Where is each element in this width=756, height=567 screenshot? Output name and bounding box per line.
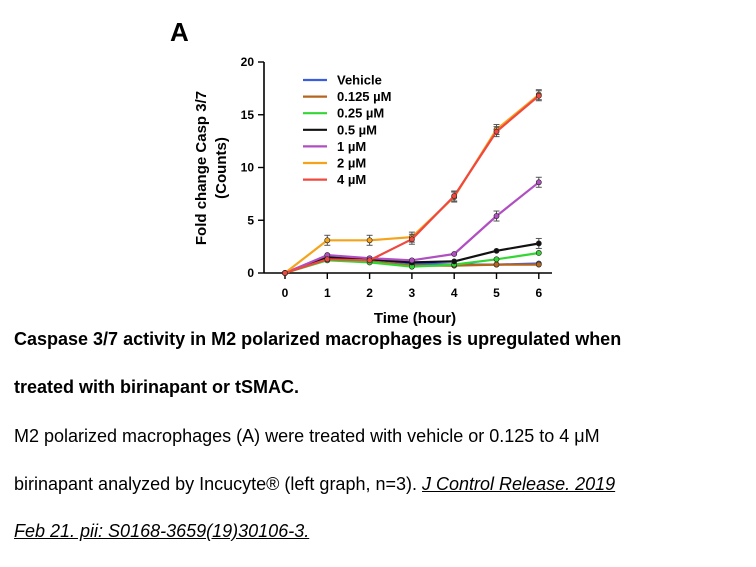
citation-link[interactable]: J Control Release. 2019 [422, 474, 616, 494]
data-point [366, 257, 373, 264]
data-point [282, 270, 288, 276]
legend-label: 1 µM [337, 139, 366, 154]
caption-title-line1: Caspase 3/7 activity in M2 polarized mac… [14, 329, 622, 349]
data-point [535, 179, 542, 186]
data-point [535, 240, 542, 247]
series-4 [282, 176, 542, 276]
x-tick-label: 5 [493, 286, 500, 300]
data-point [451, 258, 458, 265]
legend-label: Vehicle [337, 73, 382, 88]
legend-label: 0.125 µM [337, 89, 391, 104]
series-5 [282, 89, 542, 276]
legend-label: 0.5 µM [337, 122, 377, 137]
x-tick-label: 2 [366, 286, 373, 300]
caption-body-line3: Feb 21. pii: S0168-3659(19)30106-3. [14, 521, 750, 541]
x-axis-ticks: 0 1 2 3 4 5 6 [282, 273, 542, 300]
series-line [284, 94, 540, 275]
y-tick-label: 0 [247, 266, 254, 280]
data-point [324, 256, 331, 263]
legend-label: 4 µM [337, 172, 366, 187]
y-axis-title-line2: (Counts) [213, 137, 230, 199]
data-point [535, 250, 542, 256]
caption-body-line1: M2 polarized macrophages (A) were treate… [14, 426, 600, 446]
series-6 [282, 90, 542, 276]
legend-label: 2 µM [337, 156, 366, 171]
data-point [493, 256, 500, 263]
y-axis-ticks: 0 5 10 15 20 [241, 55, 264, 280]
x-tick-label: 0 [282, 286, 289, 300]
y-axis-title-line1: Fold change Casp 3/7 [193, 91, 210, 245]
data-point [493, 261, 500, 268]
y-tick-label: 15 [241, 108, 255, 122]
y-tick-label: 5 [247, 213, 254, 227]
caption-title-line2: treated with birinapant or tSMAC. [14, 377, 300, 397]
data-point [493, 247, 500, 254]
data-point [451, 251, 458, 257]
series-layer [282, 89, 542, 276]
data-point [408, 236, 415, 243]
caption-body-text: birinapant analyzed by Incucyte® (left g… [14, 474, 417, 494]
y-tick-label: 10 [241, 161, 255, 175]
data-point [493, 213, 500, 219]
legend-label: 0.25 µM [337, 106, 384, 121]
y-tick-label: 20 [241, 55, 255, 69]
x-tick-label: 6 [535, 286, 542, 300]
data-point [535, 92, 542, 99]
x-tick-label: 1 [324, 286, 331, 300]
series-line [284, 93, 540, 274]
x-tick-label: 4 [451, 286, 458, 300]
data-point [324, 237, 331, 244]
panel-label: A [170, 17, 189, 47]
data-point [408, 257, 415, 264]
data-point [493, 128, 500, 135]
data-point [366, 237, 373, 244]
citation-link-continued[interactable]: Feb 21. pii: S0168-3659(19)30106-3. [14, 521, 310, 541]
x-tick-label: 3 [409, 286, 416, 300]
data-point [535, 261, 542, 268]
caption-body-line2: birinapant analyzed by Incucyte® (left g… [14, 474, 750, 494]
data-point [451, 193, 458, 199]
x-axis-title: Time (hour) [374, 310, 456, 327]
